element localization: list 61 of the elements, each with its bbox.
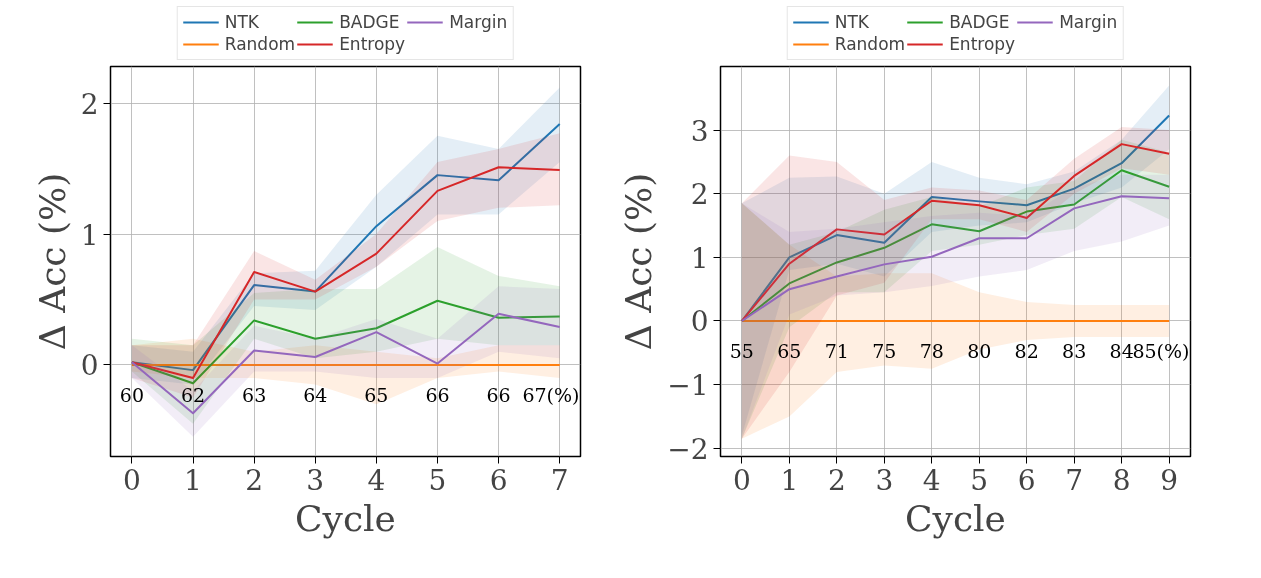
x-tick-label: 7: [550, 463, 569, 497]
x-tick-label: 4: [367, 463, 386, 497]
y-tick-label: 2: [80, 87, 99, 121]
annotation: 66: [486, 383, 511, 406]
x-axis-title: Cycle: [905, 497, 1006, 539]
x-tick-label: 7: [1065, 463, 1084, 497]
y-tick-label: 1: [80, 218, 99, 252]
x-tick-label: 8: [1112, 463, 1131, 497]
annotation: 65: [364, 383, 389, 406]
legend-label: Random: [834, 34, 906, 54]
x-tick-label: 0: [122, 463, 141, 497]
x-tick-label: 5: [428, 463, 447, 497]
annotation: 62: [180, 383, 206, 406]
y-axis-title: Δ Acc (%): [618, 172, 660, 351]
x-tick-label: 2: [827, 463, 846, 497]
x-tick-label: 5: [970, 463, 989, 497]
annotation: 65: [777, 339, 802, 362]
x-tick-label: 1: [184, 463, 202, 497]
annotation: 80: [967, 339, 992, 362]
y-tick-label: 3: [690, 114, 709, 148]
annotation: 66: [425, 383, 450, 406]
annotation: 84: [1109, 339, 1134, 362]
annotation: 75: [872, 339, 897, 362]
y-tick-label: 2: [690, 178, 709, 212]
legend-label: Entropy: [339, 34, 406, 54]
annotation: 82: [1014, 339, 1039, 362]
x-tick-label: 1: [780, 463, 799, 497]
annotation: 63: [242, 383, 267, 406]
x-axis-title: Cycle: [295, 497, 396, 539]
annotation: 85(%): [1132, 339, 1190, 362]
legend-label: NTK: [224, 12, 259, 32]
x-tick-label: 6: [489, 463, 508, 497]
legend-label: Entropy: [949, 34, 1016, 54]
legend-label: Margin: [449, 12, 508, 32]
annotation: 60: [119, 383, 144, 406]
annotation: 67(%): [522, 383, 580, 406]
annotation: 83: [1062, 339, 1087, 362]
y-tick-label: 1: [690, 241, 709, 275]
annotation: 55: [729, 339, 754, 362]
line-series: [740, 195, 1171, 322]
y-tick-label: −2: [667, 432, 709, 466]
x-tick-label: 9: [1160, 463, 1179, 497]
legend-label: NTK: [834, 12, 869, 32]
y-axis-title: Δ Acc (%): [31, 172, 73, 351]
annotation: 64: [303, 383, 328, 406]
x-tick-label: 3: [306, 463, 325, 497]
x-tick-label: 0: [732, 463, 751, 497]
legend-label: BADGE: [339, 12, 400, 32]
legend-label: Random: [224, 34, 296, 54]
legend-label: Margin: [1059, 12, 1118, 32]
y-tick-label: 0: [690, 305, 709, 339]
x-tick-label: 3: [875, 463, 894, 497]
annotation: 71: [824, 339, 849, 362]
annotation: 78: [919, 339, 944, 362]
y-tick-label: 0: [80, 349, 99, 383]
legend-label: BADGE: [949, 12, 1010, 32]
x-tick-label: 6: [1017, 463, 1036, 497]
y-tick-label: −1: [667, 369, 709, 403]
x-tick-label: 2: [245, 463, 264, 497]
x-tick-label: 4: [922, 463, 941, 497]
line-series: [130, 166, 561, 379]
